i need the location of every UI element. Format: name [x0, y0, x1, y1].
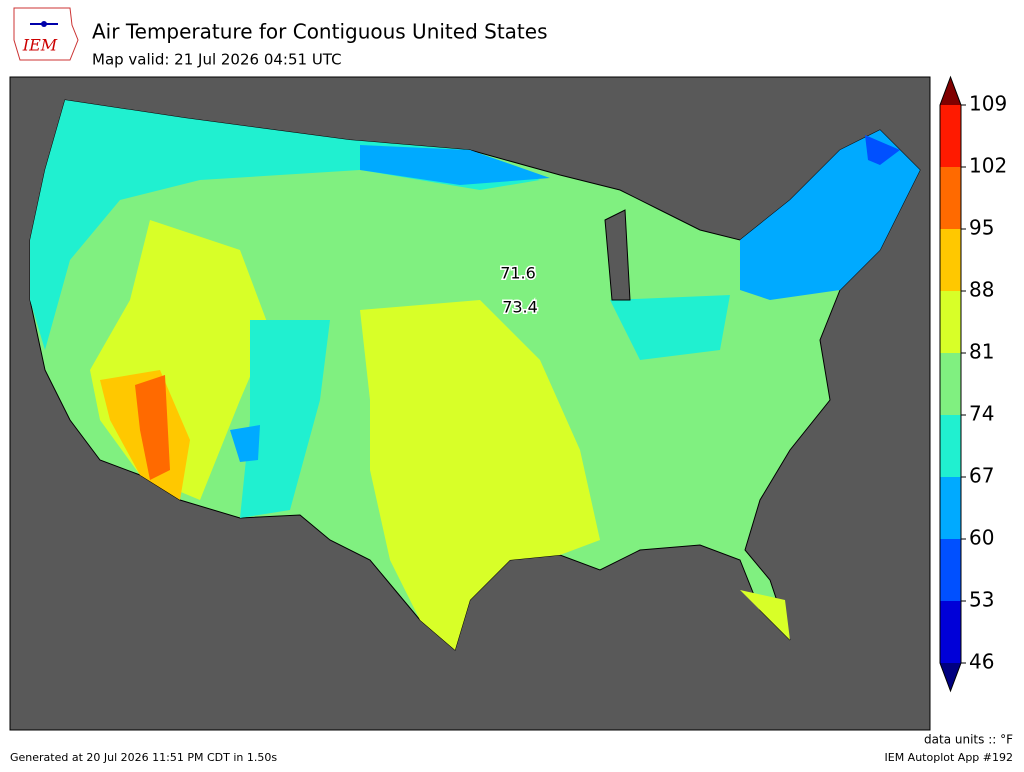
colorbar-segment	[940, 601, 961, 663]
colorbar-tick-label: 102	[969, 154, 1007, 178]
zone-hottest	[135, 375, 170, 480]
colorbar-segment	[940, 415, 961, 477]
lake	[604, 209, 631, 301]
zone-rockies	[240, 320, 330, 518]
units: data units :: °F	[924, 733, 1013, 747]
zone-cold	[360, 145, 550, 185]
colorbar-tick-label: 53	[969, 588, 994, 612]
colorbar-tick-label: 46	[969, 650, 994, 674]
subtitle: Map valid: 21 Jul 2026 04:51 UTC	[92, 51, 342, 69]
zone-mountain	[230, 425, 260, 462]
zone-ohio	[610, 295, 730, 360]
station-label: 73.4	[502, 298, 538, 317]
zone-florida	[740, 590, 790, 640]
map	[9, 76, 931, 731]
colorbar: 46 53 60 67 74 81 88 95 102 109	[939, 75, 1007, 693]
footer-left: Generated at 20 Jul 2026 11:51 PM CDT in…	[10, 751, 277, 764]
logo-text: IEM	[22, 36, 58, 55]
colorbar-tick-label: 67	[969, 464, 994, 488]
colorbar-segment	[940, 477, 961, 539]
colorbar-tick-label: 81	[969, 340, 994, 364]
colorbar-segment	[940, 291, 961, 353]
colorbar-tick-label: 60	[969, 526, 994, 550]
colorbar-segment	[940, 167, 961, 229]
title: Air Temperature for Contiguous United St…	[92, 20, 548, 44]
colorbar-tick-label: 109	[969, 92, 1007, 116]
colorbar-under	[940, 663, 961, 691]
station-label: 71.6	[500, 264, 536, 283]
map-labels: 71.6 73.4	[499, 262, 540, 318]
zone-northeast	[740, 130, 920, 300]
zone-plains	[360, 300, 600, 650]
colorbar-tick-label: 95	[969, 216, 994, 240]
colorbar-tick-label: 74	[969, 402, 994, 426]
footer-right: IEM Autoplot App #192	[885, 751, 1014, 764]
logo: IEM	[13, 7, 79, 61]
colorbar-over	[940, 77, 961, 105]
colorbar-segment	[940, 105, 961, 167]
colorbar-segment	[940, 353, 961, 415]
colorbar-tick-label: 88	[969, 278, 994, 302]
zone-maine	[865, 135, 900, 165]
colorbar-segment	[940, 229, 961, 291]
colorbar-segment	[940, 539, 961, 601]
